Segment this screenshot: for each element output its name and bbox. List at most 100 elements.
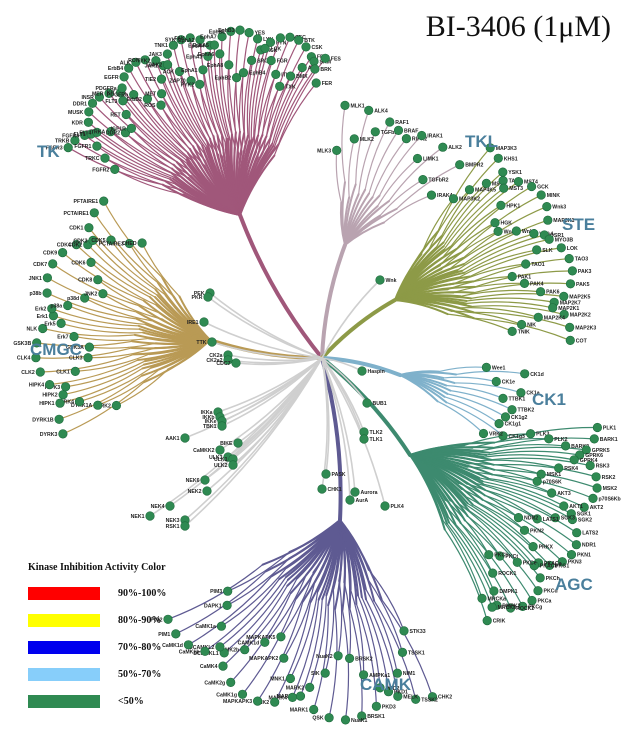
- tree-branch: [320, 356, 343, 522]
- tree-branch: [96, 131, 177, 179]
- kinase-label: PLK4: [391, 504, 404, 510]
- tree-branch: [467, 515, 539, 592]
- kinase-node-pkca: [527, 595, 537, 606]
- tree-branch: [125, 113, 190, 171]
- kinase-node-bub1: [362, 398, 372, 408]
- tree-branch: [449, 180, 520, 248]
- kinase-label: CaMK4: [200, 664, 218, 670]
- kinase-label: PKCb: [494, 553, 508, 559]
- kinase-node-ampka1: [359, 670, 369, 680]
- kinase-node-plk1: [592, 422, 603, 433]
- kinase-node-clk4: [31, 353, 41, 363]
- tree-branch: [490, 457, 591, 467]
- kinase-label: Wnk3: [552, 205, 566, 211]
- legend-item-below-50: <50%: [28, 693, 248, 709]
- tree-branch: [484, 494, 577, 546]
- tree-branch: [256, 600, 304, 702]
- tree-branch: [321, 357, 368, 404]
- kinase-node-brk: [310, 64, 320, 74]
- kinase-node-fgfr2: [110, 164, 120, 174]
- kinase-label: GPRK5: [592, 448, 610, 454]
- kinase-label: MAP2K1: [558, 306, 579, 312]
- tree-branch: [84, 134, 171, 180]
- tree-branch: [394, 299, 449, 316]
- kinase-label: MAPKAPK2: [249, 656, 278, 662]
- tree-branch: [178, 295, 211, 341]
- kinase-node-brsk2: [345, 653, 355, 664]
- kinase-node-pkct: [495, 551, 505, 561]
- kinase-node-itk: [271, 69, 281, 79]
- tree-branch: [344, 221, 385, 246]
- tree-branch: [223, 579, 289, 654]
- kinase-node-pak1: [507, 271, 517, 282]
- kinase-label: CDK1: [69, 226, 83, 232]
- kinase-node-pyk2: [195, 79, 205, 89]
- kinase-node-pkd1: [383, 687, 394, 697]
- kinase-node-irak4: [426, 190, 437, 200]
- legend-label: 50%-70%: [118, 668, 162, 680]
- tree-branch: [291, 599, 320, 699]
- tree-branch: [162, 64, 207, 149]
- tree-branch: [476, 459, 560, 469]
- group-label-cmgc: CMGC: [30, 340, 82, 359]
- kinase-label: MST1: [492, 181, 506, 187]
- kinase-node-mlk1: [340, 100, 350, 110]
- kinase-node-tgfbr2: [418, 175, 428, 185]
- kinase-label: SGK2: [578, 518, 592, 524]
- kinase-node-egfr: [119, 72, 129, 82]
- kinase-node-epha8: [224, 60, 234, 70]
- kinase-node-cdk4: [71, 240, 81, 250]
- tree-branch: [377, 157, 419, 207]
- kinase-label: EphA3: [186, 54, 203, 60]
- kinase-node-pkcd: [533, 586, 543, 596]
- tree-branch: [74, 353, 150, 372]
- kinase-node-p70s6kb: [588, 493, 598, 504]
- kinase-node-cdk1: [84, 223, 94, 233]
- kinase-label: MAP3K3: [496, 146, 517, 152]
- tree-branch: [453, 263, 527, 285]
- tree-branch: [460, 522, 524, 607]
- kinase-label: PFTAIRE1: [73, 199, 98, 205]
- kinase-node-melk: [393, 691, 403, 701]
- kinase-label: AMPKa1: [369, 673, 390, 679]
- tree-branch: [451, 310, 523, 326]
- kinase-label: PKD3: [382, 704, 396, 710]
- kinase-label: CSK: [312, 45, 323, 51]
- kinase-node-clk2: [35, 367, 45, 377]
- kinase-node-gsk3a: [84, 342, 94, 352]
- kinase-label: TSSK1: [408, 650, 425, 656]
- tree-branch: [467, 502, 540, 564]
- kinase-label: INSR: [81, 95, 94, 101]
- kinase-node-mst4: [513, 177, 524, 187]
- tree-branch: [199, 39, 223, 137]
- tree-branch: [235, 357, 323, 366]
- kinase-label: RON: [128, 58, 140, 64]
- kinase-label: BRAF: [404, 128, 418, 134]
- kinase-label: ALK4: [374, 108, 388, 114]
- tree-branch: [88, 111, 173, 170]
- kinase-label: YES: [255, 31, 266, 37]
- kinase-label: KIT: [107, 91, 116, 97]
- legend-item-70-80: 70%-80%: [28, 639, 248, 655]
- kinase-label: FER: [322, 81, 333, 87]
- tree-branch: [320, 356, 402, 377]
- kinase-label: DYRK1B: [32, 417, 54, 423]
- kinase-label: HGK: [501, 221, 513, 227]
- tree-branch: [204, 578, 280, 652]
- tree-branch: [264, 574, 307, 643]
- tree-branch: [257, 37, 282, 136]
- kinase-label: NEK1: [131, 514, 145, 520]
- tree-branch: [337, 580, 343, 657]
- tree-branch: [482, 499, 573, 556]
- kinase-label: p38a: [50, 304, 62, 310]
- tree-branch: [46, 292, 138, 320]
- tree-branch: [226, 557, 290, 607]
- kinase-label: TLK1: [370, 437, 383, 443]
- tree-branch: [493, 469, 598, 489]
- kinase-label: MARK1: [290, 708, 309, 714]
- kinase-label: TBK1: [203, 424, 217, 430]
- kinase-label: Erk5: [44, 321, 55, 327]
- tree-branch: [219, 53, 232, 144]
- tree-branch: [39, 353, 135, 373]
- figure-title: BI-3406 (1μM): [425, 10, 611, 43]
